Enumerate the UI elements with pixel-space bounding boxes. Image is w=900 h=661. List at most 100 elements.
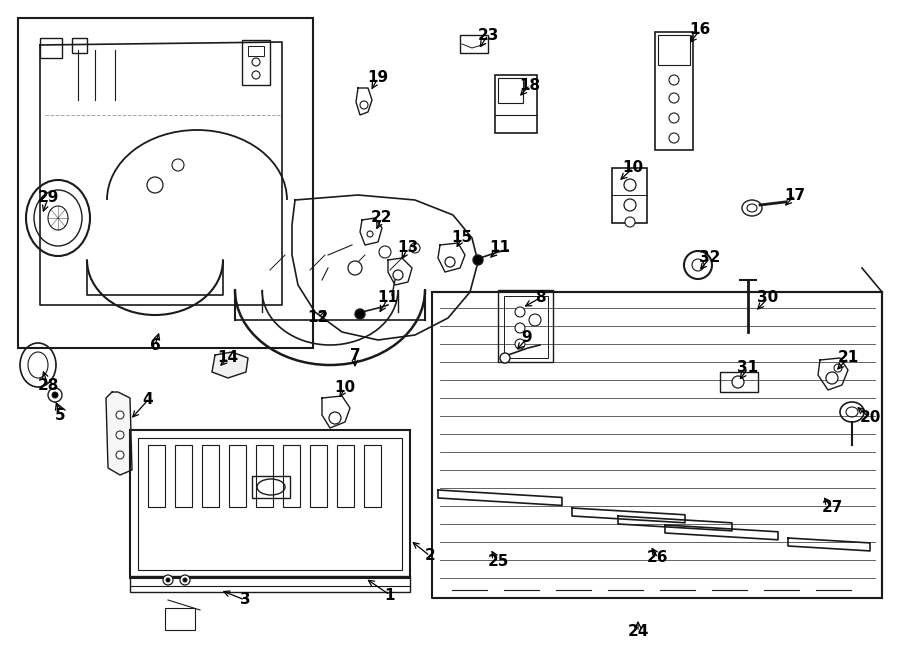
Bar <box>248 46 264 56</box>
Bar <box>720 372 758 392</box>
Text: 26: 26 <box>647 551 669 566</box>
Circle shape <box>669 133 679 143</box>
Bar <box>495 75 537 133</box>
Bar <box>18 18 313 348</box>
Text: 17: 17 <box>785 188 806 202</box>
Bar <box>310 445 327 507</box>
Circle shape <box>116 431 124 439</box>
Bar <box>498 78 523 103</box>
Text: 25: 25 <box>487 555 508 570</box>
Circle shape <box>624 199 636 211</box>
Text: 11: 11 <box>490 241 510 256</box>
Bar <box>242 40 270 85</box>
Text: 10: 10 <box>623 161 644 176</box>
Text: 21: 21 <box>837 350 859 366</box>
Bar <box>498 290 553 362</box>
Circle shape <box>355 309 365 319</box>
Circle shape <box>166 578 170 582</box>
Circle shape <box>252 71 260 79</box>
Bar <box>138 438 402 570</box>
Bar <box>256 445 273 507</box>
Circle shape <box>252 58 260 66</box>
Text: 13: 13 <box>398 241 418 256</box>
Circle shape <box>500 353 510 363</box>
Circle shape <box>183 578 187 582</box>
Circle shape <box>52 392 58 398</box>
Bar <box>658 35 690 65</box>
Bar <box>460 35 488 53</box>
Text: 18: 18 <box>519 77 541 93</box>
Text: 4: 4 <box>143 393 153 407</box>
Circle shape <box>732 376 744 388</box>
Text: 32: 32 <box>699 251 721 266</box>
Text: 20: 20 <box>860 410 881 426</box>
Bar <box>612 168 647 223</box>
Circle shape <box>669 75 679 85</box>
Text: 11: 11 <box>377 290 399 305</box>
Bar <box>130 576 410 592</box>
Polygon shape <box>106 392 132 475</box>
Circle shape <box>826 372 838 384</box>
Circle shape <box>116 451 124 459</box>
Text: 12: 12 <box>308 311 328 325</box>
Circle shape <box>445 257 455 267</box>
Circle shape <box>172 159 184 171</box>
Text: 14: 14 <box>218 350 238 366</box>
Bar <box>504 296 548 358</box>
Bar <box>252 476 290 498</box>
Circle shape <box>515 307 525 317</box>
Bar <box>283 445 300 507</box>
Text: 16: 16 <box>689 22 711 38</box>
Text: 2: 2 <box>425 549 436 563</box>
Circle shape <box>360 101 368 109</box>
Text: 23: 23 <box>477 28 499 42</box>
Text: 30: 30 <box>758 290 778 305</box>
Circle shape <box>393 270 403 280</box>
Circle shape <box>410 243 420 253</box>
Bar <box>202 445 219 507</box>
Text: 22: 22 <box>371 210 392 225</box>
Text: 3: 3 <box>239 592 250 607</box>
Circle shape <box>625 217 635 227</box>
Circle shape <box>379 246 391 258</box>
Text: 10: 10 <box>335 381 356 395</box>
Text: 9: 9 <box>522 330 532 346</box>
Text: 27: 27 <box>822 500 842 516</box>
Circle shape <box>147 177 163 193</box>
Bar <box>165 608 195 630</box>
Bar <box>655 32 693 150</box>
Bar <box>229 445 246 507</box>
Text: 29: 29 <box>37 190 58 206</box>
Circle shape <box>515 339 525 349</box>
Text: 6: 6 <box>149 338 160 352</box>
Bar <box>72 38 87 53</box>
Circle shape <box>329 412 341 424</box>
Bar <box>148 445 165 507</box>
Circle shape <box>180 575 190 585</box>
Circle shape <box>834 364 842 372</box>
Circle shape <box>48 388 62 402</box>
Bar <box>40 38 62 58</box>
Text: 31: 31 <box>737 360 759 375</box>
Text: 5: 5 <box>55 407 66 422</box>
Circle shape <box>116 411 124 419</box>
Circle shape <box>348 261 362 275</box>
Text: 19: 19 <box>367 71 389 85</box>
Text: 8: 8 <box>535 290 545 305</box>
Circle shape <box>669 93 679 103</box>
Text: 7: 7 <box>350 348 360 362</box>
Circle shape <box>624 179 636 191</box>
Circle shape <box>367 231 373 237</box>
Circle shape <box>473 255 483 265</box>
Bar <box>337 445 354 507</box>
Bar <box>175 445 192 507</box>
Text: 24: 24 <box>627 625 649 639</box>
Polygon shape <box>212 352 248 378</box>
Circle shape <box>669 113 679 123</box>
Bar <box>364 445 381 507</box>
Text: 1: 1 <box>385 588 395 602</box>
Text: 28: 28 <box>37 377 58 393</box>
Circle shape <box>529 314 541 326</box>
Text: 15: 15 <box>452 231 472 245</box>
Circle shape <box>515 323 525 333</box>
